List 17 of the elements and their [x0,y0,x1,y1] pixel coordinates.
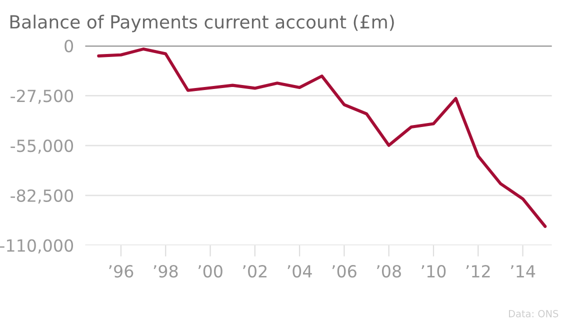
y-tick-label: -110,000 [0,239,74,254]
x-tick-label: ’08 [377,264,401,278]
x-tick-label: ’98 [154,264,178,278]
y-tick-label: -55,000 [10,139,74,154]
x-tick-label: ’10 [422,264,446,278]
x-tick-label: ’14 [510,265,536,278]
line-series [97,48,547,228]
x-tick-label: ’02 [243,264,266,278]
x-tick-label: ’96 [109,264,134,278]
x-tick-label: ’00 [198,264,222,278]
x-tick-label: ’04 [288,264,312,278]
y-tick-label: -27,500 [10,90,74,104]
x-tick-label: ’12 [466,264,490,278]
chart-title: Balance of Payments current account (£m) [10,14,394,32]
y-tick-label: -82,500 [10,189,74,204]
x-tick-label: ’06 [332,264,356,278]
y-tick-label: 0 [64,40,74,52]
